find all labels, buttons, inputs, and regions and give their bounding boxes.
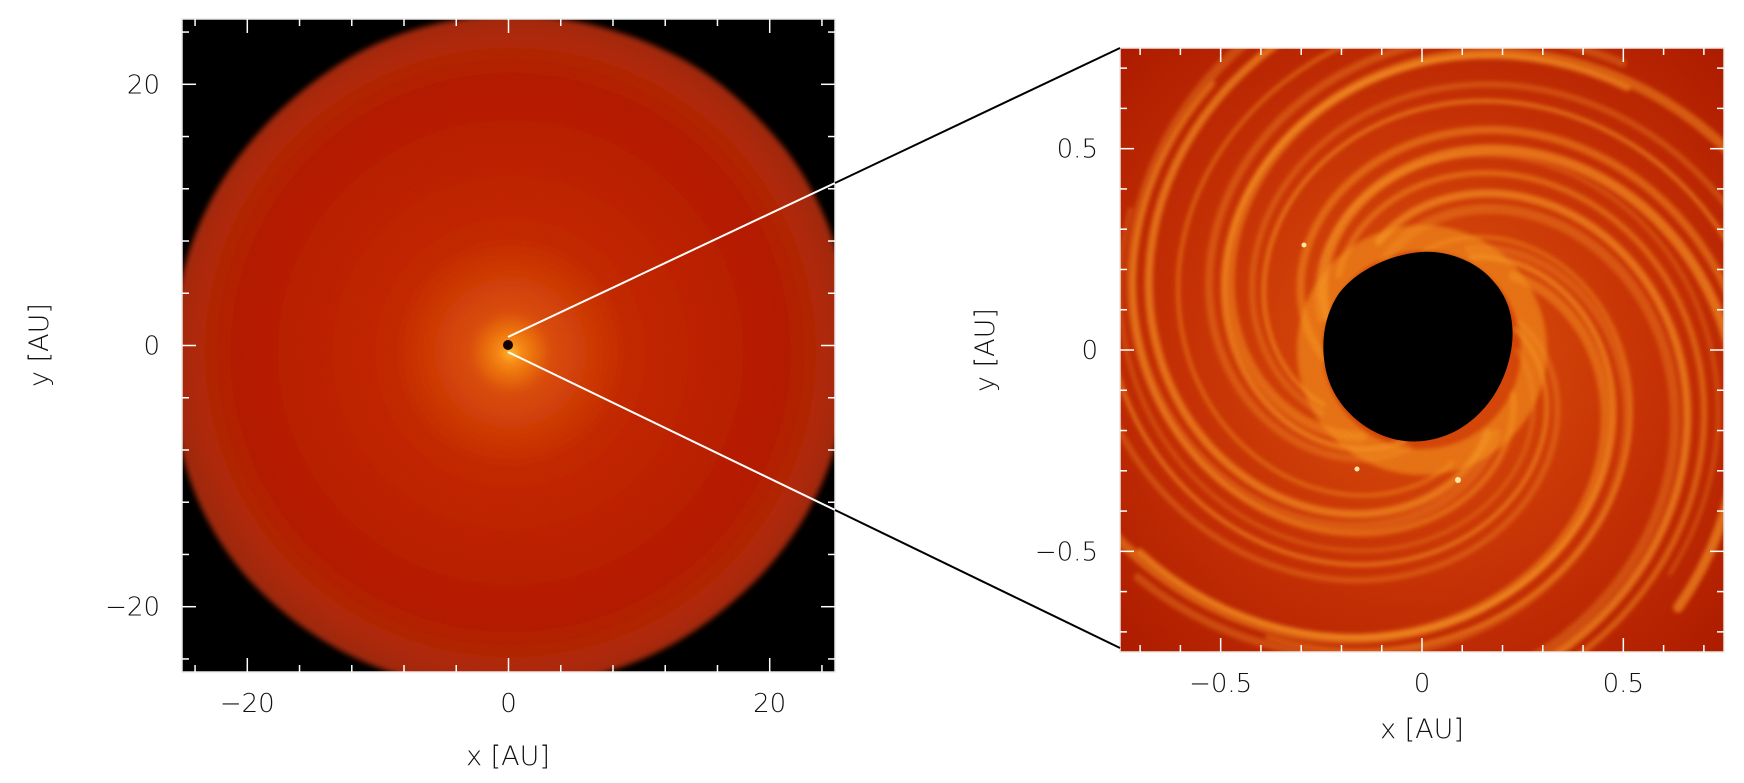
left-disk-image bbox=[182, 19, 835, 672]
y-tick-label: 0 bbox=[143, 332, 160, 362]
x-tick-label: 0 bbox=[500, 689, 517, 719]
zoom-line-lower-inner bbox=[507, 351, 836, 511]
x-tick-label: 0.5 bbox=[1603, 669, 1644, 699]
clump bbox=[1301, 242, 1307, 248]
zoom-connector bbox=[507, 47, 1121, 649]
zoom-line-lower-outer bbox=[834, 509, 1121, 649]
right-y-axis-label: y [AU] bbox=[970, 308, 1001, 392]
right-panel: −0.5 0 0.5 −0.5 0 0.5 x [AU] y [AU] bbox=[970, 47, 1725, 745]
y-tick-label: 0 bbox=[1081, 336, 1098, 366]
x-tick-label: 0 bbox=[1414, 669, 1431, 699]
x-tick-label: 20 bbox=[753, 689, 786, 719]
left-y-axis-label: y [AU] bbox=[24, 303, 55, 387]
y-tick-label: 20 bbox=[127, 70, 160, 100]
x-tick-label: −20 bbox=[220, 689, 275, 719]
y-tick-label: −0.5 bbox=[1035, 537, 1098, 567]
left-central-hole bbox=[503, 340, 513, 350]
left-tick-labels: −20 0 20 −20 0 20 bbox=[105, 70, 786, 719]
left-ticks bbox=[182, 19, 835, 672]
right-ticks bbox=[1120, 48, 1724, 652]
right-disk-image bbox=[1120, 48, 1724, 652]
inner-cavity bbox=[1323, 251, 1513, 442]
clump bbox=[1455, 477, 1461, 483]
y-tick-label: −20 bbox=[105, 593, 160, 623]
left-x-axis-label: x [AU] bbox=[466, 741, 550, 772]
right-tick-labels: −0.5 0 0.5 −0.5 0 0.5 bbox=[1035, 135, 1644, 699]
x-tick-label: −0.5 bbox=[1189, 669, 1252, 699]
left-panel: −20 0 20 −20 0 20 x [AU] y [AU] bbox=[24, 18, 836, 772]
y-tick-label: 0.5 bbox=[1057, 135, 1098, 165]
clump bbox=[1354, 466, 1360, 472]
zoom-line-upper-inner bbox=[507, 182, 836, 338]
right-x-axis-label: x [AU] bbox=[1380, 714, 1464, 745]
zoom-line-upper-outer bbox=[834, 47, 1121, 184]
